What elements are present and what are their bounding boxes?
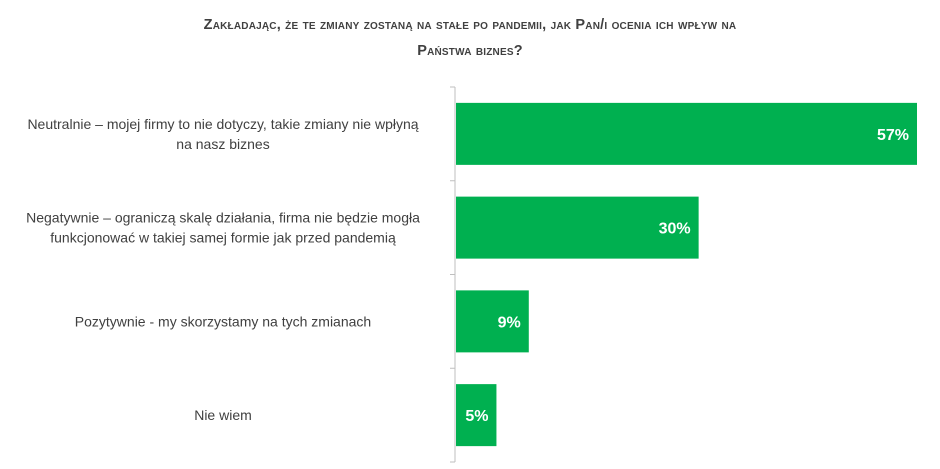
data-label-4: 5%: [465, 408, 488, 425]
bar-4: [456, 384, 497, 447]
bar-2: [456, 196, 699, 259]
category-label-4: Nie wiem: [194, 407, 252, 423]
category-label-1: Neutralnie – mojej firmy to nie dotyczy,…: [27, 116, 418, 132]
category-label-1: na nasz biznes: [176, 136, 269, 152]
data-label-2: 30%: [659, 221, 691, 238]
chart-title-line-1: Zakładając, że te zmiany zostaną na stał…: [203, 17, 737, 33]
bar-1: [456, 102, 917, 165]
chart-title: Zakładając, że te zmiany zostaną na stał…: [40, 12, 900, 64]
bar-3: [456, 290, 529, 353]
data-label-3: 9%: [498, 314, 521, 331]
category-label-3: Pozytywnie - my skorzystamy na tych zmia…: [75, 313, 371, 329]
category-label-2: funkcjonować w takiej samej formie jak p…: [50, 230, 396, 246]
chart-title-line-2: Państwa biznes?: [417, 43, 523, 59]
data-label-1: 57%: [877, 127, 909, 144]
category-label-2: Negatywnie – ograniczą skalę działania, …: [26, 210, 420, 226]
